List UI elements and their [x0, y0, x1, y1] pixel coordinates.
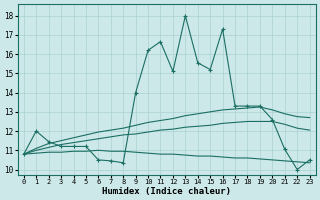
- X-axis label: Humidex (Indice chaleur): Humidex (Indice chaleur): [102, 187, 231, 196]
